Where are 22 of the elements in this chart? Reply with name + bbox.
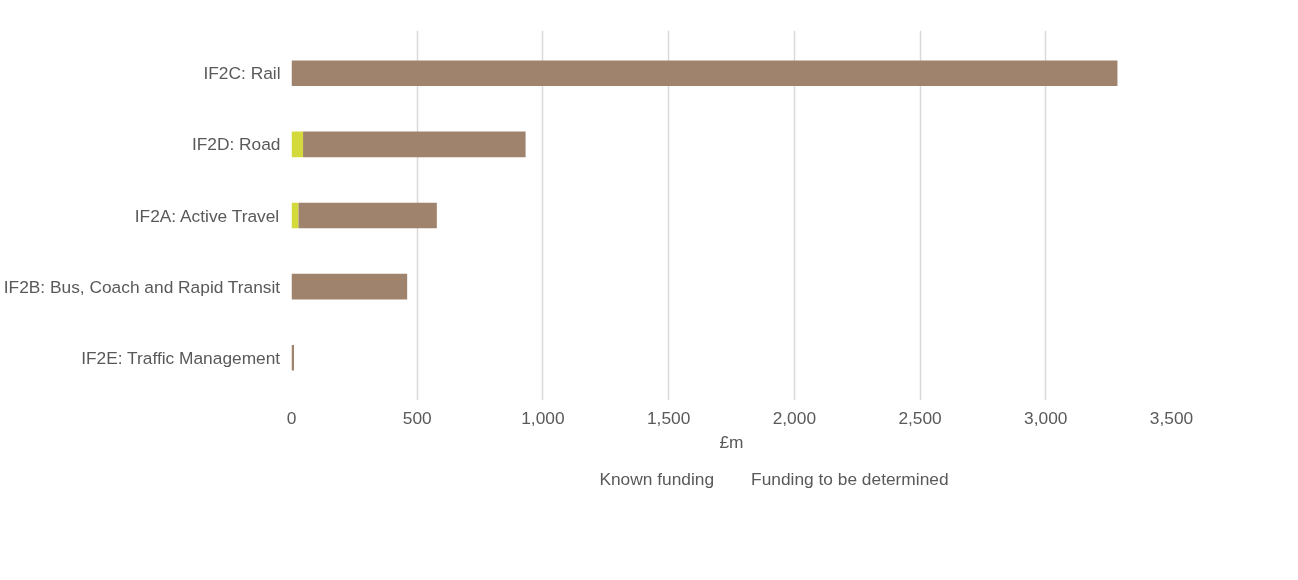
y-tick-label: IF2C: Rail (203, 63, 281, 84)
text: Funding to be determined (751, 468, 949, 490)
y-tick-label: IF2D: Road (191, 134, 281, 155)
bar (298, 202, 437, 229)
x-tick-label: 2,500 (898, 407, 942, 428)
y-tick-label: IF2B: Bus, Coach and Rapid Transit (3, 276, 281, 297)
x-tick-label: 3,000 (1024, 407, 1068, 428)
bar (291, 60, 1118, 86)
bar (291, 131, 304, 158)
x-tick-label: 3,500 (1149, 407, 1194, 428)
x-tick-label: 500 (402, 407, 432, 428)
y-tick-label: IF2E: Traffic Management (81, 347, 281, 368)
x-tick-label: 1,000 (521, 407, 565, 428)
y-tick-label: IF2A: Active Travel (134, 205, 280, 226)
x-tick-label: 2,000 (772, 407, 817, 428)
x-tick-label: 0 (286, 407, 297, 428)
x-axis-title: £m (719, 431, 744, 452)
text: Known funding (599, 468, 715, 490)
bar (291, 202, 299, 229)
bar (303, 131, 526, 158)
bar (291, 273, 408, 300)
x-tick-label: 1,500 (646, 407, 691, 428)
